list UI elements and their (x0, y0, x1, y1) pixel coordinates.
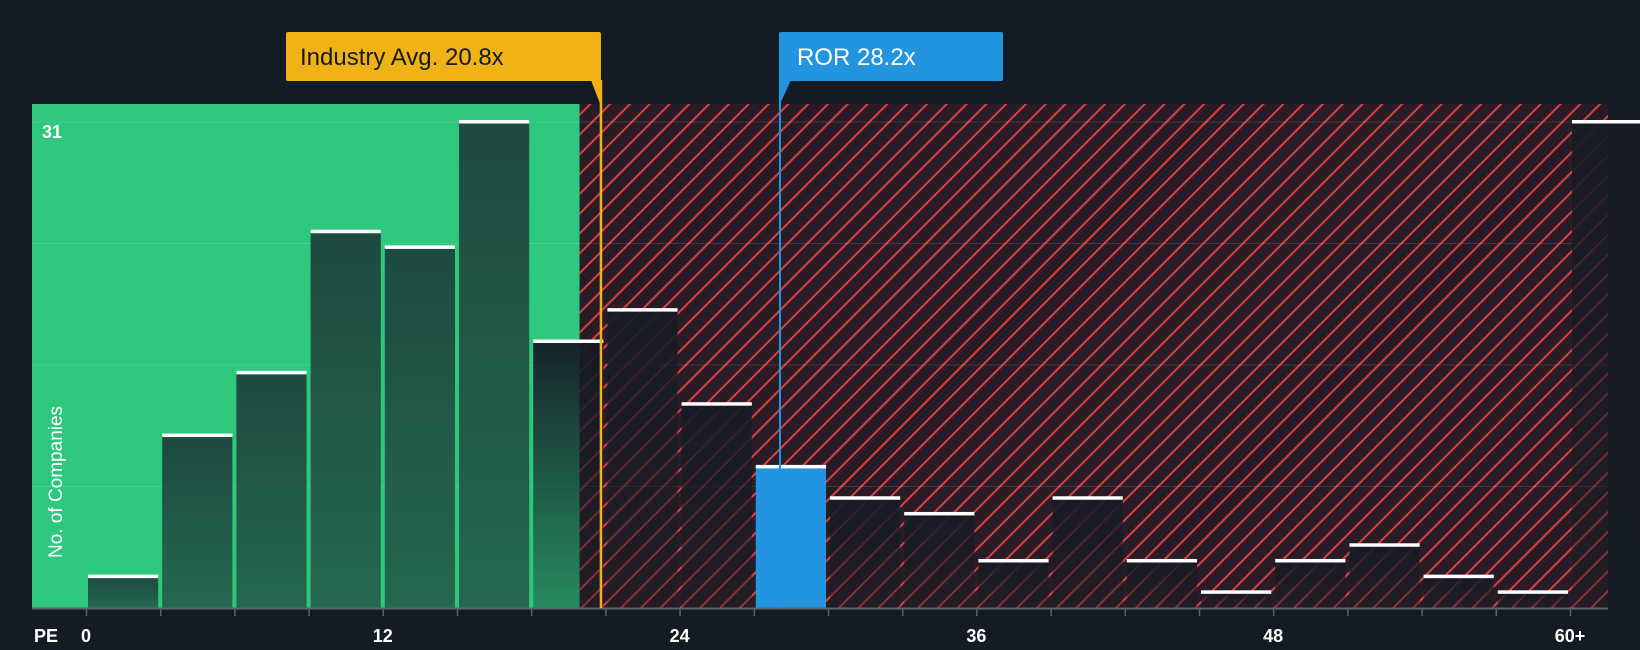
bar-body (1349, 545, 1420, 608)
bar-33 (904, 511, 975, 608)
bar-body (459, 122, 530, 608)
bar-cap (607, 308, 678, 312)
bar-body (384, 247, 455, 608)
bar-15 (459, 120, 530, 608)
bar-cap (1052, 496, 1123, 500)
bar-6 (236, 370, 307, 608)
industry-avg-pointer (590, 80, 601, 106)
bar-39 (1052, 496, 1123, 608)
x-tick-label: 0 (81, 626, 91, 646)
bar-45 (1201, 590, 1272, 608)
y-max-label: 31 (42, 122, 62, 142)
industry-avg-marker: Industry Avg. 20.8x (286, 32, 603, 608)
markers-layer: Industry Avg. 20.8x ROR 28.2x (286, 32, 1003, 608)
x-tick-label: 12 (373, 626, 393, 646)
x-tick-label: 36 (966, 626, 986, 646)
bar-9 (310, 229, 381, 608)
x-tick-label: 48 (1263, 626, 1283, 646)
company-label: ROR 28.2x (797, 44, 916, 71)
bar-cap (459, 120, 530, 124)
bar-cap (384, 245, 455, 249)
company-pointer (778, 80, 791, 106)
bar-cap (88, 574, 159, 579)
bar-30 (830, 496, 901, 608)
bar-cap (533, 339, 604, 343)
bar-27 (755, 464, 826, 608)
bar-body (88, 576, 159, 608)
bar-body (1201, 592, 1272, 608)
bar-cap (1572, 120, 1640, 124)
bar-body (533, 341, 604, 608)
bar-cap (904, 511, 975, 516)
bar-3 (162, 433, 233, 608)
bar-cap (830, 496, 901, 500)
bar-cap (310, 229, 381, 234)
company-callout (778, 32, 1003, 81)
bar-cap (681, 402, 752, 406)
bar-body (1497, 592, 1568, 608)
bar-cap (1497, 590, 1568, 594)
bar-cap (1126, 558, 1197, 563)
bar-cap (1423, 574, 1494, 579)
bar-body (681, 404, 752, 608)
x-axis-label: PE (34, 626, 58, 646)
bar-0 (88, 574, 159, 608)
x-tick-label: 24 (670, 626, 690, 646)
bar-body (1423, 576, 1494, 608)
bar-body (1052, 498, 1123, 608)
bar-body (1275, 560, 1346, 608)
bar-body (1572, 122, 1640, 608)
industry-avg-label: Industry Avg. 20.8x (300, 44, 504, 71)
bar-body (978, 560, 1049, 608)
bar-cap (1201, 590, 1272, 594)
bar-cap (978, 558, 1049, 563)
x-axis: 0 12 24 36 48 60+ (32, 607, 1608, 646)
bar-cap (1275, 558, 1346, 563)
bar-42 (1126, 558, 1197, 608)
bar-body (310, 231, 381, 608)
bar-18 (533, 339, 604, 608)
industry-avg-callout (286, 32, 601, 81)
bar-21 (607, 308, 678, 608)
bar-48 (1275, 558, 1346, 608)
bar-body (1126, 560, 1197, 608)
bar-60 (1572, 120, 1640, 608)
bar-12 (384, 245, 455, 608)
bar-body (904, 513, 975, 608)
bar-cap (755, 464, 826, 469)
company-marker: ROR 28.2x (778, 32, 1003, 608)
bars-layer (88, 120, 1640, 608)
bar-54 (1423, 574, 1494, 608)
bar-body (236, 372, 307, 608)
bar-body (162, 435, 233, 608)
bar-body (830, 498, 901, 608)
bar-body (607, 310, 678, 608)
bar-36 (978, 558, 1049, 608)
bar-cap (162, 433, 233, 438)
bar-57 (1497, 590, 1568, 608)
bar-24 (681, 402, 752, 608)
bar-51 (1349, 543, 1420, 608)
bar-cap (236, 370, 307, 375)
y-axis-label: No. of Companies (46, 406, 67, 558)
bar-body (755, 466, 826, 608)
x-tick-label: 60+ (1555, 626, 1586, 646)
bar-cap (1349, 543, 1420, 547)
